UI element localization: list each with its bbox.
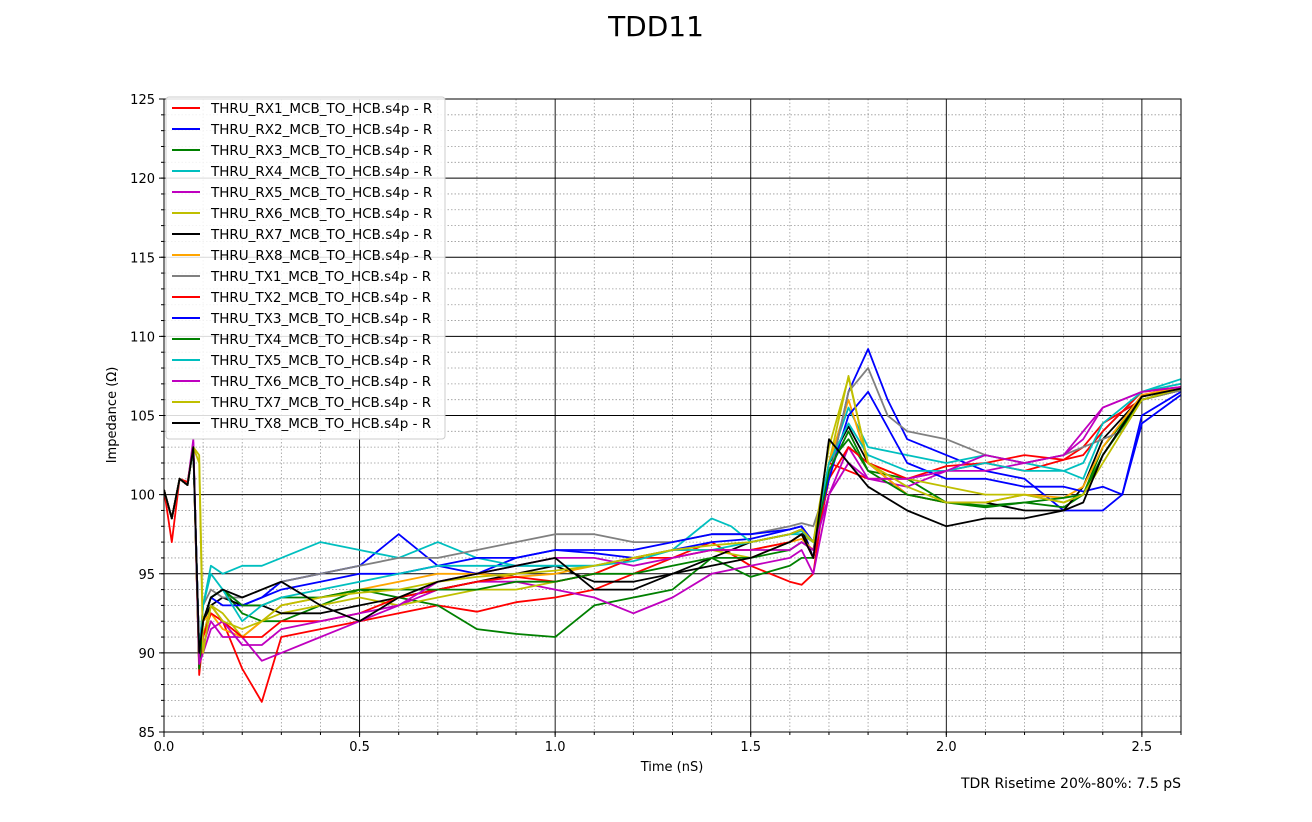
legend-entry: THRU_TX4_MCB_TO_HCB.s4p - R — [210, 332, 431, 348]
series-lines — [164, 348, 1181, 703]
series-line-15 — [164, 376, 1181, 654]
series-line-14 — [164, 386, 1181, 665]
y-tick-label: 100 — [130, 489, 155, 504]
legend-box — [165, 96, 446, 440]
y-tick-label: 125 — [130, 93, 155, 108]
y-axis-label: Impedance (Ω) — [105, 367, 120, 464]
legend-entry: THRU_TX7_MCB_TO_HCB.s4p - R — [210, 395, 431, 411]
legend-entry: THRU_TX6_MCB_TO_HCB.s4p - R — [210, 374, 431, 390]
legend-entry: THRU_TX3_MCB_TO_HCB.s4p - R — [210, 311, 431, 327]
x-tick-label: 1.0 — [545, 740, 566, 755]
y-tick-label: 120 — [130, 172, 155, 187]
legend-entry: THRU_RX1_MCB_TO_HCB.s4p - R — [210, 101, 432, 117]
y-tick-label: 105 — [130, 410, 155, 425]
chart-title: TDD11 — [608, 10, 704, 43]
axis-ticks: 0.0 0.5 1.0 1.5 2.0 2.5 85 90 95 100 105 110 115 120 1… — [130, 93, 1182, 755]
legend: THRU_RX1_MCB_TO_HCB.s4p - R THRU_RX2_MCB_… — [165, 96, 446, 440]
legend-entry: THRU_RX4_MCB_TO_HCB.s4p - R — [210, 164, 432, 180]
legend-entry: THRU_TX2_MCB_TO_HCB.s4p - R — [210, 290, 431, 306]
x-axis-label: Time (nS) — [640, 760, 704, 775]
legend-entry: THRU_RX7_MCB_TO_HCB.s4p - R — [210, 227, 432, 243]
legend-entry: THRU_RX5_MCB_TO_HCB.s4p - R — [210, 185, 432, 201]
legend-entry: THRU_RX8_MCB_TO_HCB.s4p - R — [210, 248, 432, 264]
risetime-annotation: TDR Risetime 20%-80%: 7.5 pS — [960, 776, 1181, 792]
y-tick-label: 90 — [138, 647, 155, 662]
y-tick-label: 95 — [138, 568, 155, 583]
x-tick-label: 0.5 — [349, 740, 370, 755]
x-tick-label: 2.0 — [936, 740, 957, 755]
x-tick-label: 0.0 — [154, 740, 175, 755]
series-line-16 — [164, 387, 1181, 654]
legend-entry: THRU_RX2_MCB_TO_HCB.s4p - R — [210, 122, 432, 138]
y-tick-label: 110 — [130, 330, 155, 345]
y-tick-label: 85 — [138, 726, 155, 741]
legend-entry: THRU_RX3_MCB_TO_HCB.s4p - R — [210, 143, 432, 159]
y-tick-label: 115 — [130, 251, 155, 266]
legend-entry: THRU_TX1_MCB_TO_HCB.s4p - R — [210, 269, 431, 285]
x-tick-label: 2.5 — [1132, 740, 1153, 755]
legend-entry: THRU_TX8_MCB_TO_HCB.s4p - R — [210, 416, 431, 432]
legend-entry: THRU_RX6_MCB_TO_HCB.s4p - R — [210, 206, 432, 222]
legend-entry: THRU_TX5_MCB_TO_HCB.s4p - R — [210, 353, 431, 369]
x-tick-label: 1.5 — [740, 740, 761, 755]
